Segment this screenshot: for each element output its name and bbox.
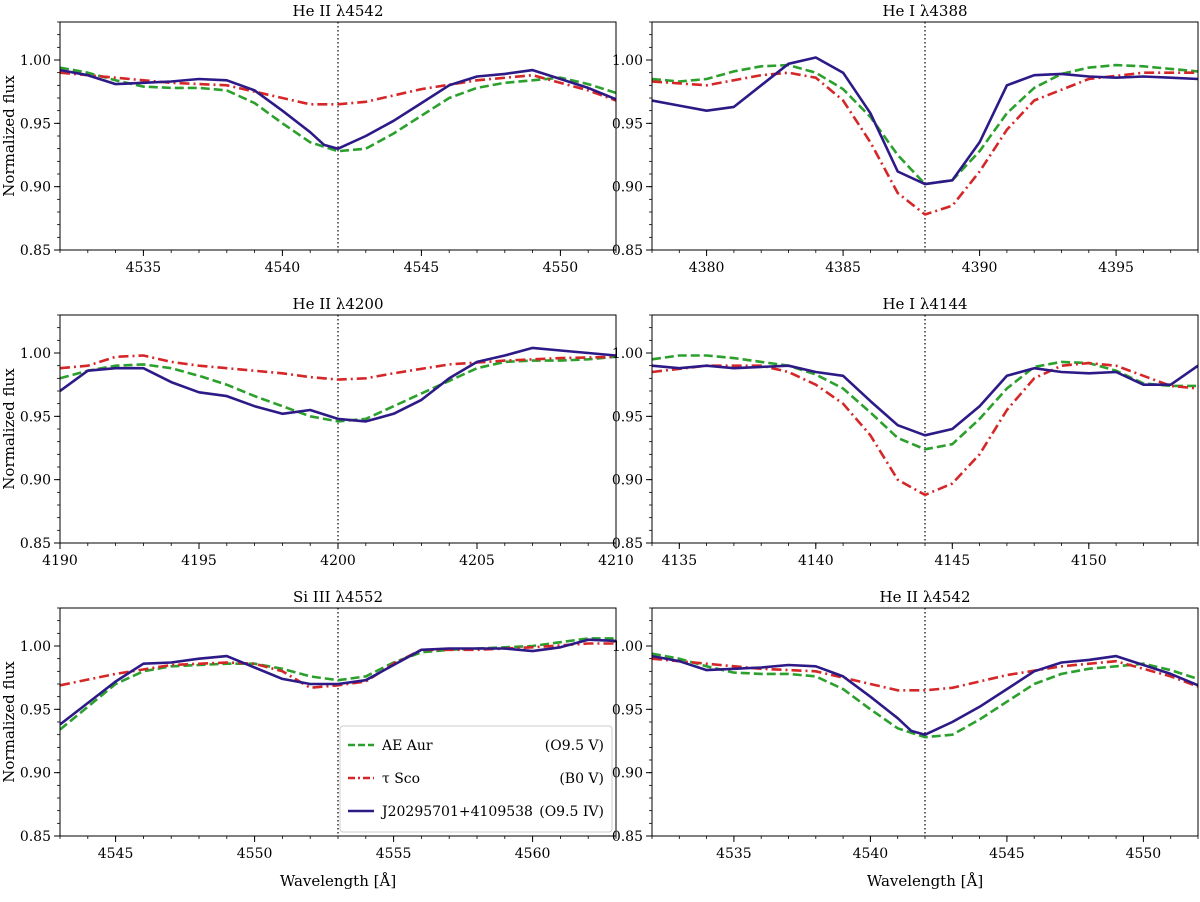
y-tick-label: 0.85 bbox=[612, 243, 643, 259]
axes-frame bbox=[59, 21, 617, 251]
series-ae-aur bbox=[652, 652, 1198, 739]
x-tick-label: 4140 bbox=[798, 553, 834, 569]
x-tick-label: 4560 bbox=[515, 846, 551, 862]
legend-type: (O9.5 IV) bbox=[539, 804, 604, 820]
y-axis-label: Normalized flux bbox=[0, 661, 18, 783]
x-tick-label: 4555 bbox=[376, 846, 412, 862]
y-tick-label: 0.85 bbox=[612, 829, 643, 845]
y-tick-label: 1.00 bbox=[20, 53, 51, 69]
axes-frame bbox=[651, 314, 1199, 544]
x-tick-label: 4145 bbox=[934, 553, 970, 569]
x-tick-label: 4535 bbox=[126, 260, 162, 276]
x-tick-label: 4390 bbox=[962, 260, 998, 276]
y-tick-label: 0.95 bbox=[612, 409, 643, 425]
x-tick-label: 4150 bbox=[1071, 553, 1107, 569]
x-tick-label: 4545 bbox=[404, 260, 440, 276]
y-tick-label: 0.90 bbox=[612, 473, 643, 489]
y-tick-label: 0.90 bbox=[20, 473, 51, 489]
series-ae-aur bbox=[60, 66, 616, 153]
series-tau-sco bbox=[652, 657, 1198, 692]
y-tick-label: 0.85 bbox=[20, 829, 51, 845]
y-tick-label: 1.00 bbox=[20, 639, 51, 655]
series-tau-sco bbox=[60, 71, 616, 106]
axes-frame bbox=[59, 314, 617, 544]
panel-title: He II λ4542 bbox=[879, 588, 970, 606]
series-tau-sco bbox=[652, 361, 1198, 497]
y-tick-label: 0.90 bbox=[612, 766, 643, 782]
legend-box bbox=[339, 725, 613, 833]
series-j20295701 bbox=[652, 364, 1198, 437]
x-axis-label: Wavelength [Å] bbox=[280, 872, 396, 890]
y-tick-label: 1.00 bbox=[612, 639, 643, 655]
panel-2: He I λ4388 4380 4385 4390 4395 0.85 0.90 0.95 1.… bbox=[612, 2, 1199, 276]
legend-item-j20295701: J20295701+4109538 (O9.5 IV) bbox=[348, 804, 604, 820]
series-ae-aur bbox=[652, 63, 1198, 186]
y-tick-label: 0.95 bbox=[20, 116, 51, 132]
panel-title: Si III λ4552 bbox=[293, 588, 383, 606]
legend-name: J20295701+4109538 bbox=[380, 804, 533, 820]
y-tick-label: 0.95 bbox=[612, 702, 643, 718]
x-tick-label: 4545 bbox=[989, 846, 1025, 862]
panel-title: He I λ4388 bbox=[882, 2, 967, 20]
legend-item-tau-sco: τ Sco (B0 V) bbox=[348, 771, 604, 787]
y-tick-label: 0.95 bbox=[20, 409, 51, 425]
legend-type: (O9.5 V) bbox=[545, 738, 604, 754]
series-j20295701 bbox=[60, 346, 616, 423]
x-tick-label: 4205 bbox=[459, 553, 495, 569]
x-tick-label: 4395 bbox=[1098, 260, 1134, 276]
x-tick-label: 4545 bbox=[98, 846, 134, 862]
x-tick-label: 4550 bbox=[237, 846, 273, 862]
y-tick-label: 0.90 bbox=[20, 180, 51, 196]
panel-title: He II λ4542 bbox=[292, 2, 383, 20]
axes-frame bbox=[651, 607, 1199, 837]
x-tick-label: 4135 bbox=[661, 553, 697, 569]
legend: AE Aur (O9.5 V) τ Sco (B0 V) J20295701+41095… bbox=[339, 725, 613, 833]
series-j20295701 bbox=[60, 638, 616, 726]
x-tick-label: 4380 bbox=[689, 260, 725, 276]
legend-name: τ Sco bbox=[382, 771, 420, 787]
y-tick-label: 0.85 bbox=[20, 536, 51, 552]
x-tick-label: 4550 bbox=[543, 260, 579, 276]
y-tick-label: 0.85 bbox=[20, 243, 51, 259]
panel-6: He II λ4542 4535 4540 4545 4550 0.85 0.90 0.95 1… bbox=[612, 588, 1199, 890]
y-tick-label: 0.85 bbox=[612, 536, 643, 552]
y-tick-label: 0.90 bbox=[20, 766, 51, 782]
series-ae-aur bbox=[60, 637, 616, 731]
series-ae-aur bbox=[652, 354, 1198, 451]
legend-item-ae-aur: AE Aur (O9.5 V) bbox=[348, 738, 604, 754]
series-j20295701 bbox=[652, 654, 1198, 737]
x-tick-label: 4200 bbox=[320, 553, 356, 569]
y-tick-label: 0.95 bbox=[612, 116, 643, 132]
x-axis-label: Wavelength [Å] bbox=[867, 872, 983, 890]
x-tick-label: 4540 bbox=[853, 846, 889, 862]
y-tick-label: 1.00 bbox=[612, 346, 643, 362]
panel-title: He II λ4200 bbox=[292, 295, 383, 313]
panel-4: He I λ4144 4135 4140 4145 4150 0.85 0.90 0.95 1.… bbox=[612, 295, 1199, 569]
x-tick-label: 4385 bbox=[825, 260, 861, 276]
x-tick-label: 4210 bbox=[598, 553, 634, 569]
y-tick-label: 1.00 bbox=[20, 346, 51, 362]
y-axis-label: Normalized flux bbox=[0, 75, 18, 197]
x-tick-label: 4535 bbox=[716, 846, 752, 862]
x-tick-label: 4550 bbox=[1126, 846, 1162, 862]
series-j20295701 bbox=[60, 68, 616, 150]
y-axis-label: Normalized flux bbox=[0, 368, 18, 490]
series-j20295701 bbox=[652, 56, 1198, 186]
panel-3: He II λ4200 4190 4195 4200 4205 4210 0.85 0.90 0… bbox=[0, 295, 634, 569]
panel-5: Si III λ4552 4545 4550 4555 4560 0.85 0.90 0.95… bbox=[0, 588, 617, 890]
x-tick-label: 4540 bbox=[265, 260, 301, 276]
x-tick-label: 4190 bbox=[42, 553, 78, 569]
x-tick-label: 4195 bbox=[181, 553, 217, 569]
y-tick-label: 1.00 bbox=[612, 53, 643, 69]
y-tick-label: 0.95 bbox=[20, 702, 51, 718]
legend-name: AE Aur bbox=[381, 738, 433, 754]
series-tau-sco bbox=[652, 71, 1198, 216]
axes-frame bbox=[59, 607, 617, 837]
axes-frame bbox=[651, 21, 1199, 251]
legend-type: (B0 V) bbox=[559, 771, 604, 787]
panel-title: He I λ4144 bbox=[882, 295, 967, 313]
panel-1: He II λ4542 4535 4540 4545 4550 0.85 0.90 0.95 1… bbox=[0, 2, 617, 276]
y-tick-label: 0.90 bbox=[612, 180, 643, 196]
